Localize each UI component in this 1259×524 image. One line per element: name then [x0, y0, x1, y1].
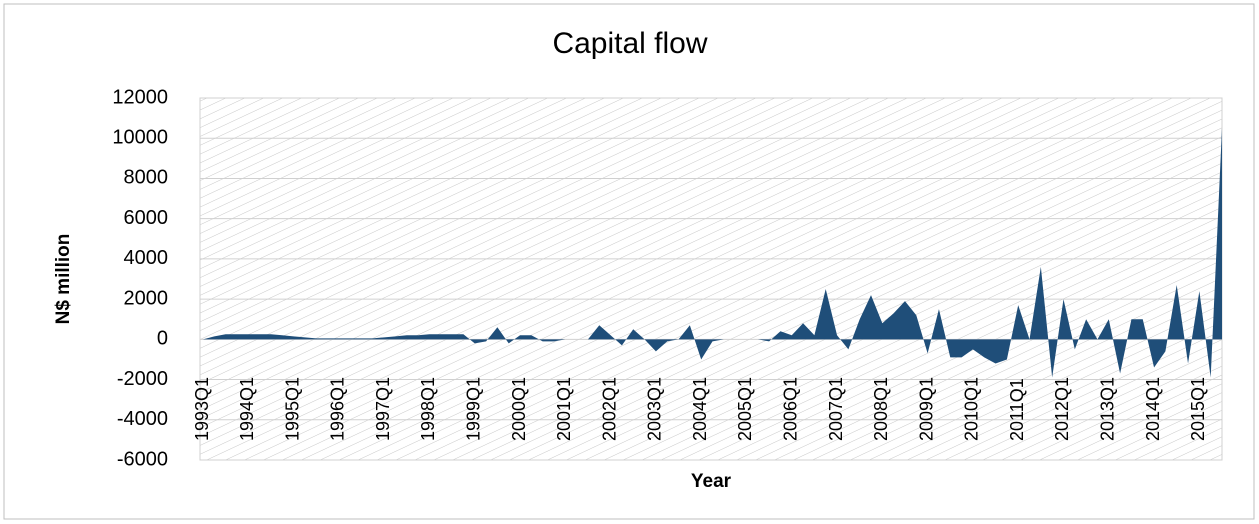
y-tick-label: 0 [157, 328, 168, 350]
x-tick-label: 2002Q1 [599, 377, 619, 441]
y-tick-label: 12000 [112, 86, 168, 108]
x-tick-label: 1999Q1 [463, 377, 483, 441]
x-tick-label: 2000Q1 [509, 377, 529, 441]
plot-area [199, 97, 1223, 461]
x-tick-label: 2010Q1 [962, 377, 982, 441]
x-tick-label: 1998Q1 [418, 377, 438, 441]
x-tick-label: 2008Q1 [871, 377, 891, 441]
x-tick-label: 1993Q1 [192, 377, 212, 441]
x-tick-label: 1994Q1 [237, 377, 257, 441]
x-tick-label: 2011Q1 [1007, 378, 1027, 441]
x-axis-label: Year [691, 471, 732, 492]
x-tick-label: 2004Q1 [690, 377, 710, 441]
y-tick-label: -4000 [117, 408, 168, 430]
x-tick-label: 2012Q1 [1052, 377, 1072, 441]
x-tick-label: 1995Q1 [282, 377, 302, 441]
x-tick-label: 2014Q1 [1143, 377, 1163, 441]
y-tick-label: 6000 [124, 207, 169, 229]
y-tick-label: 8000 [124, 167, 169, 189]
x-tick-label: 1997Q1 [373, 377, 393, 441]
x-tick-label: 2015Q1 [1188, 377, 1208, 441]
x-tick-label: 2006Q1 [781, 377, 801, 441]
y-tick-label: 10000 [112, 127, 168, 149]
x-tick-label: 1996Q1 [328, 377, 348, 441]
x-tick-label: 2003Q1 [645, 377, 665, 441]
x-tick-label: 2001Q1 [554, 377, 574, 441]
x-tick-label: 2007Q1 [826, 377, 846, 441]
y-axis-label: N$ million [53, 234, 74, 325]
area [203, 128, 1222, 378]
x-tick-label: 2013Q1 [1098, 377, 1118, 441]
chart-title: Capital flow [552, 27, 707, 60]
y-tick-label: -2000 [117, 368, 168, 390]
x-tick-label: 2005Q1 [735, 377, 755, 441]
y-tick-label: 4000 [124, 247, 169, 269]
y-tick-label: -6000 [117, 448, 168, 470]
x-tick-label: 2009Q1 [916, 377, 936, 441]
y-tick-label: 2000 [124, 287, 169, 309]
